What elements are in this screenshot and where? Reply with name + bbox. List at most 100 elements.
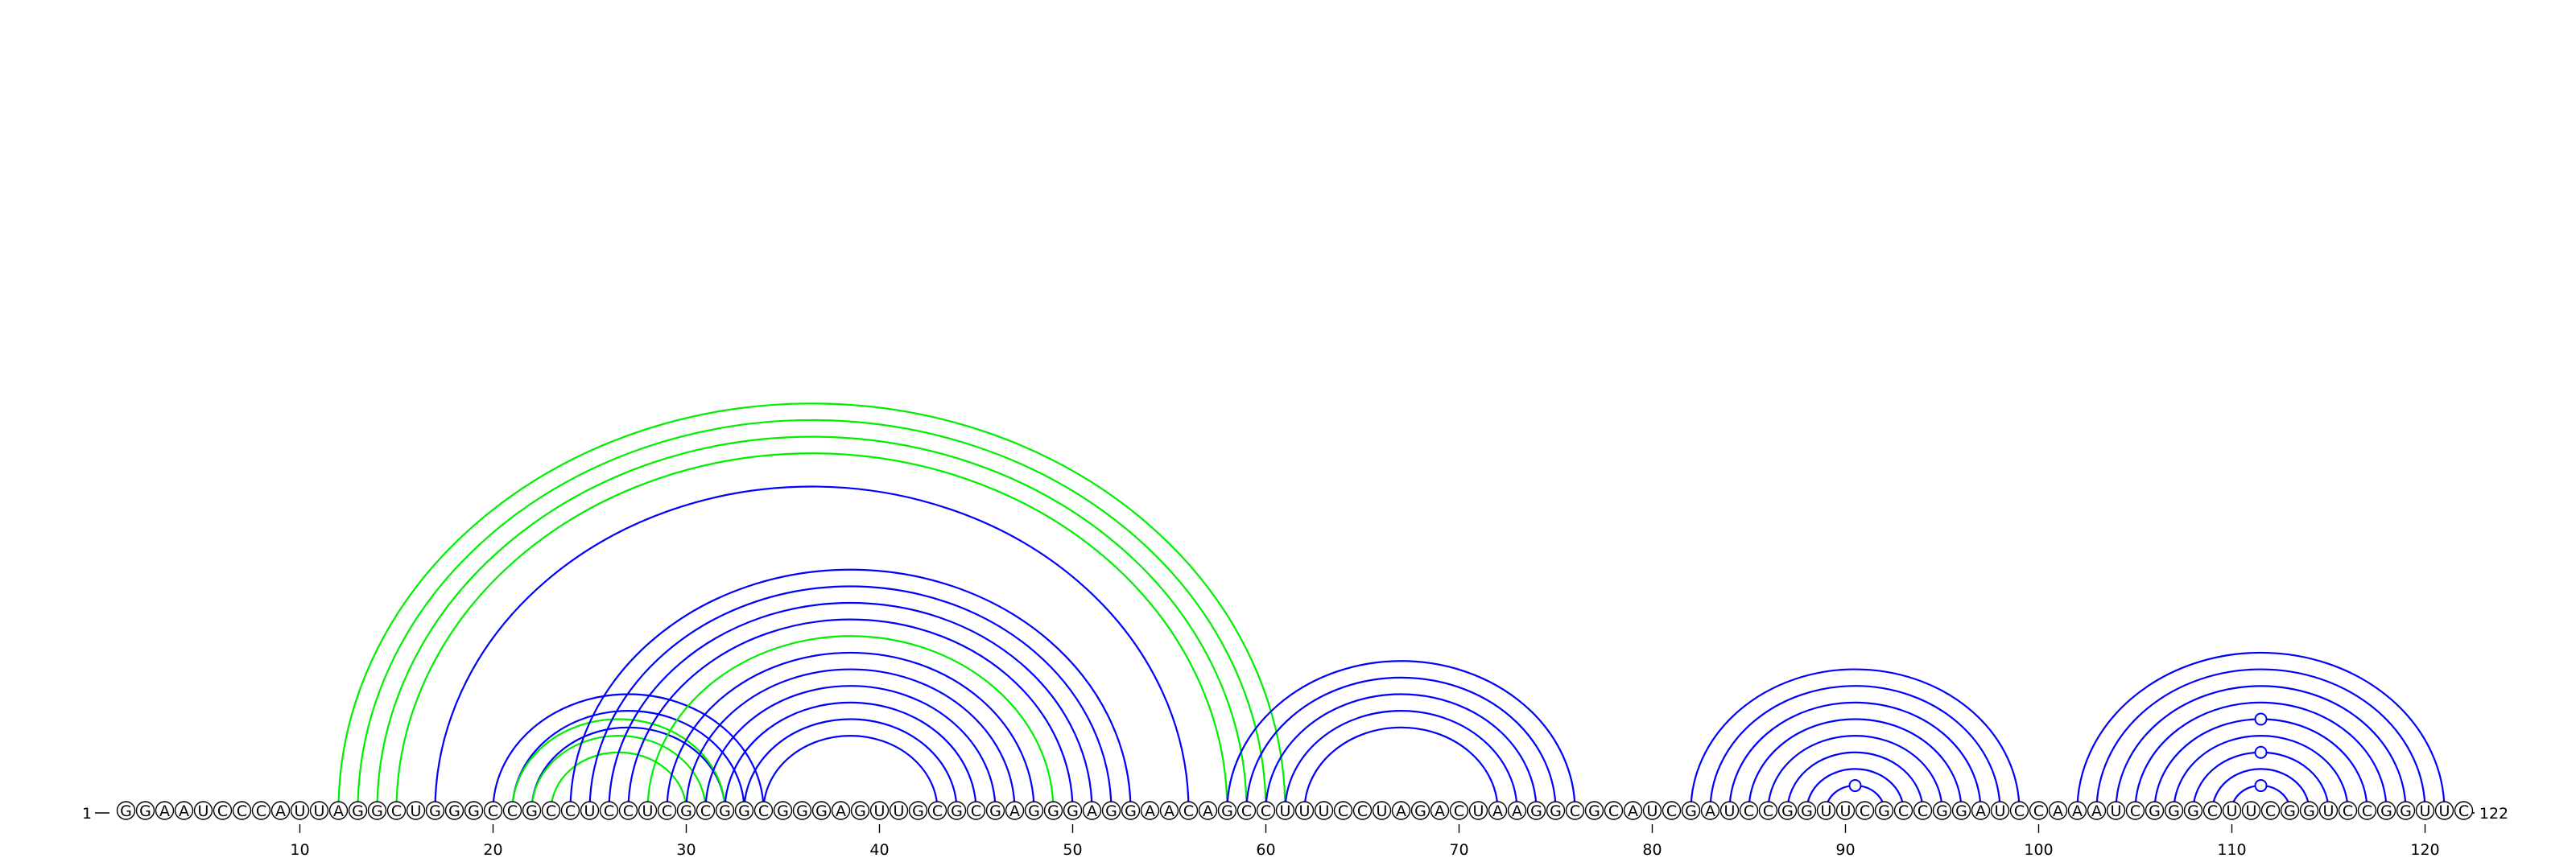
base-pair-arc-86-95 — [1767, 735, 1943, 811]
nucleotide-letter: G — [1878, 802, 1890, 820]
tick-label-80: 80 — [1642, 841, 1662, 858]
nucleotide-circle — [2280, 801, 2300, 820]
position-axis: 10 20 30 40 50 60 70 80 90 100 110 120 — [290, 824, 2440, 858]
nucleotide-letter: C — [1608, 802, 1619, 820]
base-pair-arc-31-46 — [704, 685, 997, 811]
nucleotide-113: G — [2280, 801, 2300, 820]
nucleotide-letter: G — [468, 802, 480, 820]
nucleotide-circle — [2241, 801, 2261, 820]
nucleotide-letter: G — [680, 802, 692, 820]
nucleotide-18: G — [444, 801, 464, 820]
nucleotide-letter: G — [2187, 802, 2199, 820]
nucleotide-letter: A — [1512, 802, 1522, 820]
nucleotide-circle — [1372, 801, 1392, 820]
nucleotide-letter: A — [333, 802, 344, 820]
nucleotide-letter: U — [2420, 802, 2431, 820]
nucleotide-letter: G — [815, 802, 828, 820]
nucleotide-letter: G — [1028, 802, 1040, 820]
base-pair-arc-34-43 — [762, 735, 939, 811]
nucleotide-95: G — [1932, 801, 1952, 820]
nucleotide-69: A — [1430, 801, 1450, 820]
nucleotide-circle — [1082, 801, 1102, 820]
nucleotide-circle — [927, 801, 947, 820]
base-pair-arc-24-53 — [569, 568, 1132, 811]
nucleotide-104: U — [2106, 801, 2126, 820]
base-pair-arc-30-47 — [685, 668, 1016, 811]
nucleotide-letter: G — [1047, 802, 1059, 820]
nucleotide-letter: G — [1550, 802, 1562, 820]
nucleotide-letter: U — [1995, 802, 2006, 820]
nucleotide-86: C — [1758, 801, 1778, 820]
nucleotide-circle — [1681, 801, 1701, 820]
nucleotide-circle — [1642, 801, 1662, 820]
nucleotide-letter: C — [758, 802, 769, 820]
base-pair-arc-29-48 — [666, 651, 1035, 811]
nucleotide-letter: G — [1781, 802, 1794, 820]
nucleotide-letter: G — [429, 802, 441, 820]
tick-label-70: 70 — [1449, 841, 1468, 858]
nucleotide-letter: U — [642, 802, 654, 820]
nucleotide-50: G — [1063, 801, 1083, 820]
nucleotide-letter: A — [1087, 802, 1097, 820]
nucleotide-letter: C — [971, 802, 981, 820]
nucleotide-circle — [1430, 801, 1450, 820]
nucleotide-letter: A — [1203, 802, 1213, 820]
nucleotide-circle — [1874, 801, 1894, 820]
tick-label-100: 100 — [2024, 841, 2053, 858]
nucleotide-letter: G — [139, 802, 151, 820]
nucleotide-letter: A — [1435, 802, 1445, 820]
nucleotide-13: G — [348, 801, 368, 820]
nucleotide-73: A — [1507, 801, 1527, 820]
nucleotide-letter: C — [2458, 802, 2469, 820]
nucleotide-circle — [1159, 801, 1179, 820]
nucleotide-circle — [1797, 801, 1817, 820]
nucleotide-circle — [2087, 801, 2107, 820]
nucleotide-101: A — [2048, 801, 2068, 820]
nucleotide-letter: U — [1280, 802, 1291, 820]
base-pair-arc-13-60 — [357, 419, 1267, 811]
nucleotide-53: G — [1121, 801, 1141, 820]
nucleotide-70: C — [1449, 801, 1469, 820]
nucleotide-116: C — [2338, 801, 2358, 820]
nucleotide-40: U — [869, 801, 890, 820]
nucleotide-letter: C — [391, 802, 402, 820]
nucleotide-85: C — [1739, 801, 1759, 820]
nucleotide-letter: C — [1898, 802, 1909, 820]
tick-label-60: 60 — [1256, 841, 1275, 858]
nucleotide-119: G — [2396, 801, 2416, 820]
nucleotide-47: A — [1005, 801, 1025, 820]
nucleotide-8: C — [251, 801, 271, 820]
nucleotide-letter: C — [1338, 802, 1348, 820]
nucleotide-letter: C — [2362, 802, 2372, 820]
nucleotide-circle — [1526, 801, 1546, 820]
nucleotide-19: G — [464, 801, 484, 820]
nucleotide-letter: G — [989, 802, 1001, 820]
nucleotide-circle — [1275, 801, 1295, 820]
base-pair-arc-14-59 — [376, 435, 1248, 811]
nucleotide-circle — [386, 801, 407, 820]
nucleotide-circle — [502, 801, 522, 820]
nucleotide-31: C — [696, 801, 716, 820]
nucleotide-letter: A — [836, 802, 846, 820]
nucleotide-114: G — [2299, 801, 2319, 820]
nucleotide-93: C — [1893, 801, 1913, 820]
base-pair-arc-58-76 — [1226, 660, 1576, 811]
nucleotide-letter: G — [854, 802, 866, 820]
nucleotide-circle — [908, 801, 928, 820]
nucleotide-circle — [174, 801, 194, 820]
nucleotide-circle — [831, 801, 851, 820]
nucleotide-letter: G — [1588, 802, 1600, 820]
nucleotide-circle — [1913, 801, 1933, 820]
nucleotide-letter: U — [584, 802, 596, 820]
nucleotide-circle — [1971, 801, 1991, 820]
nucleotide-letter: G — [448, 802, 460, 820]
nucleotide-letter: C — [2130, 802, 2140, 820]
nucleotide-29: C — [657, 801, 677, 820]
nucleotide-letter: G — [777, 802, 789, 820]
nucleotide-36: G — [792, 801, 812, 820]
nucleotide-circle — [348, 801, 368, 820]
nucleotide-letter: A — [1705, 802, 1715, 820]
nucleotide-letter: G — [1414, 802, 1426, 820]
nucleotide-25: U — [580, 801, 600, 820]
